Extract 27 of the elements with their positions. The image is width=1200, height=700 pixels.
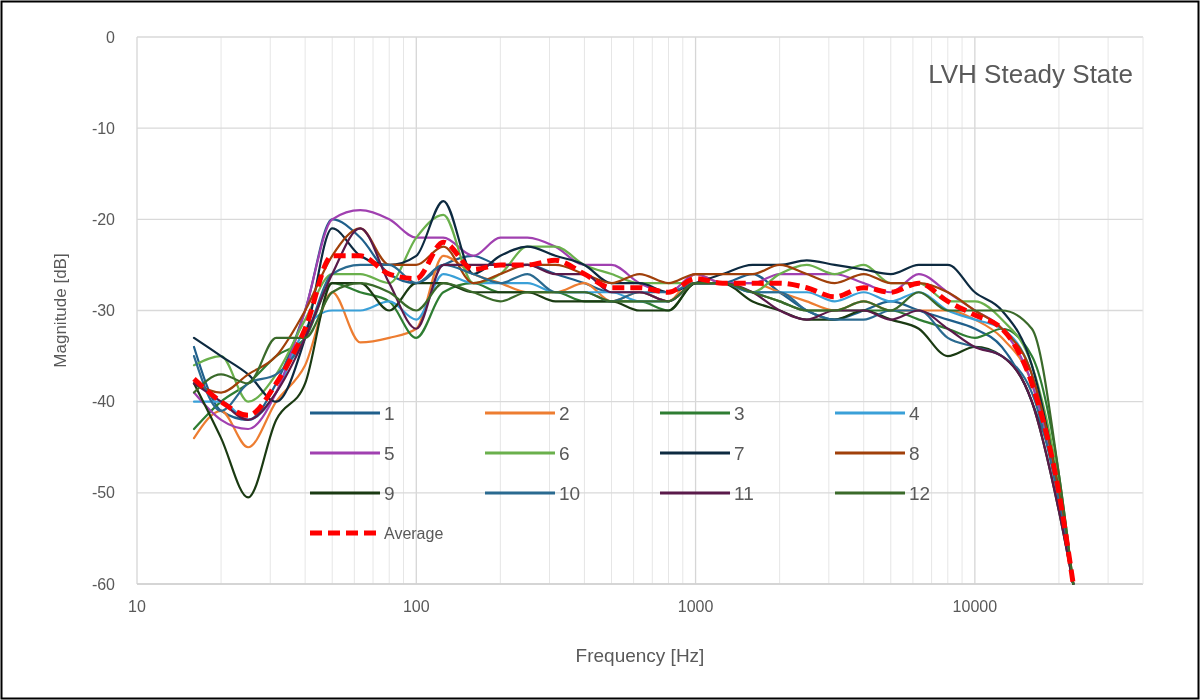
y-tick-label: 0 xyxy=(106,28,116,46)
legend-label: 10 xyxy=(559,482,581,504)
x-tick-label: 10 xyxy=(128,598,146,615)
legend-label: 6 xyxy=(559,442,570,464)
y-tick-label: -30 xyxy=(91,302,116,320)
legend-label: 7 xyxy=(734,442,745,464)
x-axis-title: Frequency [Hz] xyxy=(575,645,705,666)
legend-label: 11 xyxy=(734,482,754,504)
legend-label: 8 xyxy=(909,442,920,464)
y-tick-label: -20 xyxy=(91,210,116,228)
y-tick-label: -60 xyxy=(91,575,116,593)
x-tick-label: 10000 xyxy=(952,598,998,615)
legend-label: 9 xyxy=(384,482,395,504)
x-tick-label: 100 xyxy=(402,598,430,615)
y-axis-title: Magnitude [dB] xyxy=(51,253,70,368)
legend-label: 3 xyxy=(734,402,745,424)
legend-label: 12 xyxy=(909,482,931,504)
legend-label: 4 xyxy=(909,402,920,424)
legend-label: Average xyxy=(384,524,444,542)
legend-label: 2 xyxy=(559,402,570,424)
legend-label: 5 xyxy=(384,442,395,464)
x-tick-label: 1000 xyxy=(677,598,714,615)
legend-label: 1 xyxy=(384,402,395,424)
text: LVH Steady State xyxy=(928,59,1133,89)
y-tick-label: -10 xyxy=(91,119,116,137)
y-tick-label: -50 xyxy=(91,484,116,502)
y-tick-label: -40 xyxy=(91,393,116,411)
